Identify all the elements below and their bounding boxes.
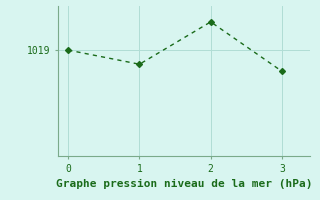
X-axis label: Graphe pression niveau de la mer (hPa): Graphe pression niveau de la mer (hPa) xyxy=(56,179,312,189)
